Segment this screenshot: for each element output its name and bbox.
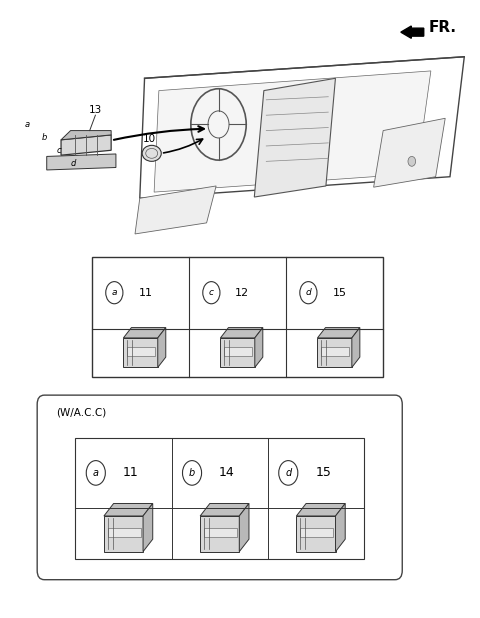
Text: FR.: FR. <box>429 20 456 35</box>
Polygon shape <box>47 154 116 170</box>
Bar <box>92 256 383 377</box>
Text: 15: 15 <box>333 288 347 298</box>
Polygon shape <box>254 78 336 197</box>
Polygon shape <box>317 328 360 338</box>
Text: b: b <box>189 468 195 478</box>
Polygon shape <box>123 328 166 338</box>
Polygon shape <box>158 328 166 368</box>
Polygon shape <box>104 516 143 552</box>
Polygon shape <box>321 347 349 356</box>
Text: 14: 14 <box>219 467 235 480</box>
Polygon shape <box>300 528 333 537</box>
Polygon shape <box>296 516 336 552</box>
Polygon shape <box>224 347 252 356</box>
Polygon shape <box>143 504 153 552</box>
Text: a: a <box>25 120 30 129</box>
Polygon shape <box>240 504 249 552</box>
Text: b: b <box>42 133 47 142</box>
Text: 11: 11 <box>123 467 139 480</box>
Polygon shape <box>123 338 158 368</box>
Polygon shape <box>135 186 216 234</box>
Bar <box>75 438 364 559</box>
Text: 12: 12 <box>235 288 250 298</box>
Polygon shape <box>317 338 352 368</box>
Text: d: d <box>306 288 311 297</box>
Polygon shape <box>296 504 345 516</box>
Circle shape <box>408 156 416 166</box>
Polygon shape <box>336 504 345 552</box>
FancyArrow shape <box>401 26 424 38</box>
Polygon shape <box>200 516 240 552</box>
Text: 13: 13 <box>89 105 102 115</box>
Polygon shape <box>220 338 255 368</box>
Polygon shape <box>255 328 263 368</box>
Polygon shape <box>108 528 141 537</box>
Polygon shape <box>61 130 111 140</box>
Text: c: c <box>209 288 214 297</box>
Text: 15: 15 <box>315 467 331 480</box>
Polygon shape <box>204 528 237 537</box>
Polygon shape <box>61 135 111 155</box>
Polygon shape <box>373 118 445 187</box>
Polygon shape <box>220 328 263 338</box>
Polygon shape <box>127 347 156 356</box>
Polygon shape <box>352 328 360 368</box>
Text: d: d <box>70 159 76 168</box>
Polygon shape <box>200 504 249 516</box>
Text: a: a <box>93 468 99 478</box>
Text: a: a <box>111 288 117 297</box>
Text: (W/A.C.C): (W/A.C.C) <box>56 407 107 417</box>
Text: 10: 10 <box>143 134 156 144</box>
Text: c: c <box>56 146 61 154</box>
Text: d: d <box>285 468 291 478</box>
Polygon shape <box>154 71 431 192</box>
Polygon shape <box>104 504 153 516</box>
Text: 11: 11 <box>138 288 152 298</box>
Ellipse shape <box>142 145 161 161</box>
